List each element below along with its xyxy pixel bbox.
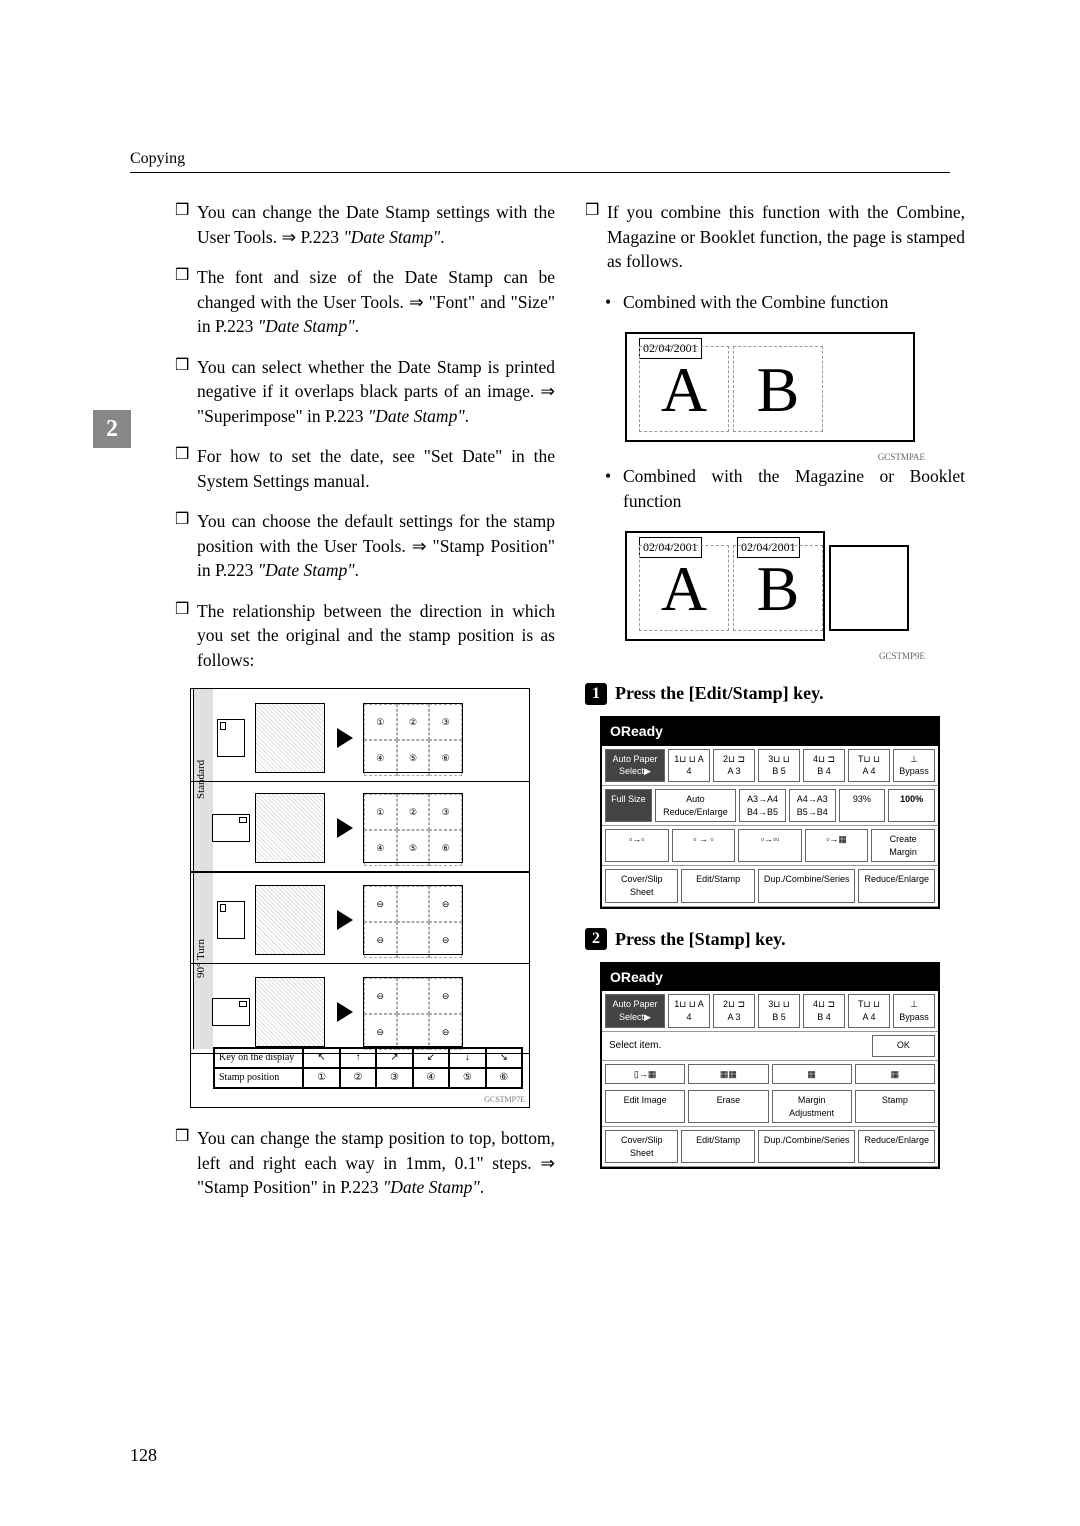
section-header: Copying (130, 150, 950, 173)
screen-title: OReady (602, 718, 938, 746)
reduce-enlarge-button[interactable]: Reduce/Enlarge (858, 869, 935, 902)
stamp-position-diagram: Standard 90° Turn ①②③④⑤⑥ ①②③④⑤⑥ ⊖⊖⊖⊖ (190, 688, 530, 1108)
icon-button[interactable]: ▦ (855, 1064, 935, 1085)
icon-button[interactable]: ▯→▦ (605, 1064, 685, 1085)
arrow-icon (337, 728, 353, 748)
cover-slip-button[interactable]: Cover/Slip Sheet (605, 1130, 678, 1163)
dot-icon: • (605, 464, 623, 513)
bullet-icon: ❒ (175, 509, 197, 583)
erase-button[interactable]: Erase (688, 1090, 768, 1123)
key-table: Key on the display ↖ ↑ ↗ ↙ ↓ ↘ Stamp pos… (213, 1047, 523, 1089)
sub-note-text: Combined with the Combine function (623, 290, 888, 315)
chapter-tab: 2 (93, 410, 131, 448)
bullet-icon: ❒ (175, 599, 197, 673)
arrow-icon (337, 1002, 353, 1022)
note-text: The font and size of the Date Stamp can … (197, 265, 555, 339)
edit-stamp-button[interactable]: Edit/Stamp (681, 1130, 754, 1163)
dup-combine-button[interactable]: Dup./Combine/Series (758, 869, 856, 902)
lcd-screenshot-1: OReady Auto Paper Select▶ 1⊔ ⊔ A 4 2⊔ ⊐ … (600, 716, 940, 908)
booklet-diagram: 02/04/2001 02/04/2001 A B GCSTMP9E (615, 523, 925, 663)
right-column: ❒ If you combine this function with the … (585, 200, 965, 1216)
note-text: You can change the stamp position to top… (197, 1126, 555, 1200)
mode-button[interactable]: ▫→▫ (605, 829, 669, 862)
cell-b: B (733, 346, 823, 432)
left-column: ❒ You can change the Date Stamp settings… (175, 200, 555, 1216)
note-text: For how to set the date, see "Set Date" … (197, 444, 555, 493)
auto-paper-button[interactable]: Auto Paper Select▶ (605, 749, 665, 782)
note-text: You can select whether the Date Stamp is… (197, 355, 555, 429)
bullet-icon: ❒ (585, 200, 607, 274)
bypass-button[interactable]: ⊥ Bypass (893, 994, 935, 1027)
tray-button[interactable]: 1⊔ ⊔ A 4 (668, 994, 710, 1027)
margin-adj-button[interactable]: Margin Adjustment (772, 1090, 852, 1123)
standard-label: Standard (193, 689, 213, 869)
tray-button[interactable]: T⊔ ⊔ A 4 (848, 994, 890, 1027)
margin-button[interactable]: Create Margin (871, 829, 935, 862)
step-2-heading: 2 Press the [Stamp] key. (585, 927, 965, 952)
ratio-button[interactable]: A4→A3 B5→B4 (789, 789, 836, 822)
mode-button[interactable]: ▫→▫▫ (738, 829, 802, 862)
fullsize-button[interactable]: Full Size (605, 789, 652, 822)
cover-slip-button[interactable]: Cover/Slip Sheet (605, 869, 678, 902)
ok-button[interactable]: OK (872, 1035, 935, 1057)
note-text: If you combine this function with the Co… (607, 200, 965, 274)
mode-button[interactable]: ▫→▦ (805, 829, 869, 862)
sub-note-text: Combined with the Magazine or Booklet fu… (623, 464, 965, 513)
page-number: 128 (130, 1445, 157, 1466)
tray-button[interactable]: 4⊔ ⊐ B 4 (803, 994, 845, 1027)
tray-button[interactable]: 4⊔ ⊐ B 4 (803, 749, 845, 782)
note-text: The relationship between the direction i… (197, 599, 555, 673)
icon-button[interactable]: ▦ (772, 1064, 852, 1085)
icon-button[interactable]: ▦▦ (688, 1064, 768, 1085)
auto-paper-button[interactable]: Auto Paper Select▶ (605, 994, 665, 1027)
percent-display: 100% (888, 789, 935, 822)
arrow-icon (337, 818, 353, 838)
auto-reduce-button[interactable]: Auto Reduce/Enlarge (655, 789, 736, 822)
reduce-enlarge-button[interactable]: Reduce/Enlarge (858, 1130, 935, 1163)
note-text: You can choose the default settings for … (197, 509, 555, 583)
bullet-icon: ❒ (175, 444, 197, 493)
prompt-text: Select item. (605, 1035, 869, 1057)
cell-a: A (639, 545, 729, 631)
step-1-heading: 1 Press the [Edit/Stamp] key. (585, 681, 965, 706)
edit-stamp-button[interactable]: Edit/Stamp (681, 869, 754, 902)
tray-button[interactable]: 2⊔ ⊐ A 3 (713, 749, 755, 782)
cell-b: B (733, 545, 823, 631)
cell-a: A (639, 346, 729, 432)
diagram-caption: GCSTMP7E (484, 1094, 525, 1105)
lcd-screenshot-2: OReady Auto Paper Select▶ 1⊔ ⊔ A 4 2⊔ ⊐ … (600, 962, 940, 1170)
arrow-icon (337, 910, 353, 930)
diagram-caption: GCSTMPAE (878, 451, 925, 464)
combine-diagram: 02/04/2001 A B GCSTMPAE (615, 324, 925, 464)
tray-button[interactable]: 2⊔ ⊐ A 3 (713, 994, 755, 1027)
edit-image-button[interactable]: Edit Image (605, 1090, 685, 1123)
bullet-icon: ❒ (175, 265, 197, 339)
note-text: You can change the Date Stamp settings w… (197, 200, 555, 249)
step-number-icon: 1 (585, 683, 607, 705)
bullet-icon: ❒ (175, 355, 197, 429)
bullet-icon: ❒ (175, 200, 197, 249)
tray-button[interactable]: 1⊔ ⊔ A 4 (668, 749, 710, 782)
turn-label: 90° Turn (193, 869, 213, 1049)
dup-combine-button[interactable]: Dup./Combine/Series (758, 1130, 856, 1163)
bullet-icon: ❒ (175, 1126, 197, 1200)
tray-button[interactable]: 3⊔ ⊔ B 5 (758, 749, 800, 782)
tray-button[interactable]: T⊔ ⊔ A 4 (848, 749, 890, 782)
step-number-icon: 2 (585, 928, 607, 950)
percent-button[interactable]: 93% (839, 789, 886, 822)
mode-button[interactable]: ▫ → ▫ (672, 829, 736, 862)
screen-title: OReady (602, 964, 938, 992)
bypass-button[interactable]: ⊥ Bypass (893, 749, 935, 782)
tray-button[interactable]: 3⊔ ⊔ B 5 (758, 994, 800, 1027)
dot-icon: • (605, 290, 623, 315)
stamp-button[interactable]: Stamp (855, 1090, 935, 1123)
diagram-caption: GCSTMP9E (879, 650, 925, 663)
ratio-button[interactable]: A3→A4 B4→B5 (739, 789, 786, 822)
